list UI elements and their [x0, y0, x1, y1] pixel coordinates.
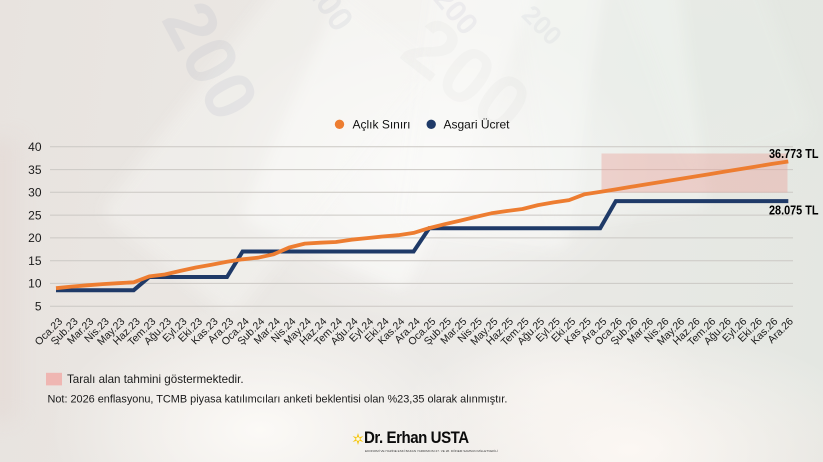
svg-text:36.773 TL: 36.773 TL: [769, 146, 819, 161]
svg-text:Taralı alan tahmini göstermekt: Taralı alan tahmini göstermektedir.: [67, 373, 244, 386]
svg-text:28.075 TL: 28.075 TL: [769, 202, 819, 217]
svg-text:40: 40: [28, 140, 42, 154]
svg-text:Not: 2026 enflasyonu, TCMB piy: Not: 2026 enflasyonu, TCMB piyasa katılı…: [48, 394, 508, 406]
svg-text:10: 10: [28, 277, 42, 291]
svg-text:Asgari Ücret: Asgari Ücret: [444, 118, 511, 132]
svg-text:25: 25: [28, 208, 42, 222]
svg-text:30: 30: [28, 186, 42, 200]
svg-text:20: 20: [28, 231, 42, 245]
svg-text:Açlık Sınırı: Açlık Sınırı: [353, 118, 411, 132]
svg-text:15: 15: [28, 254, 42, 268]
svg-text:5: 5: [35, 299, 42, 313]
svg-text:35: 35: [28, 163, 42, 177]
